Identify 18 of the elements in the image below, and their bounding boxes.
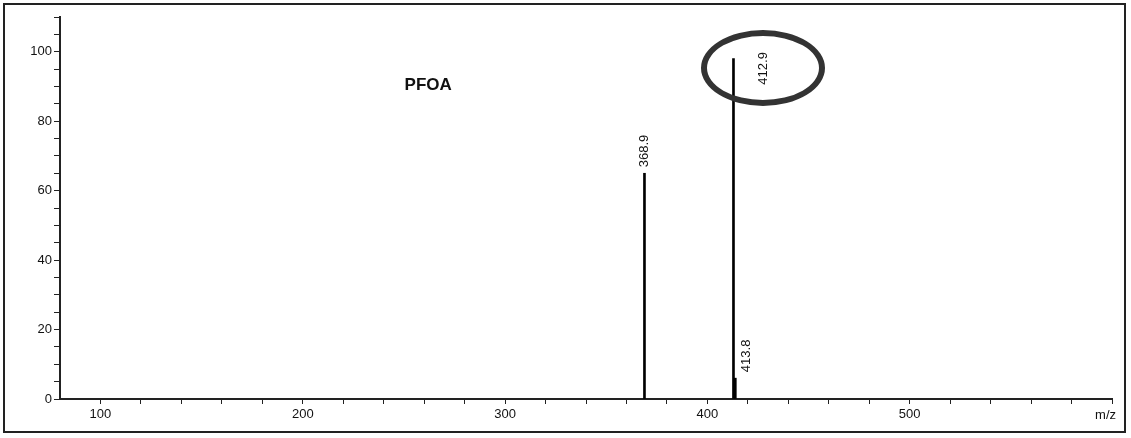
y-tick-label: 60	[37, 182, 52, 198]
bar	[643, 172, 646, 399]
x-tick-label: 400	[696, 406, 719, 422]
annotation: 368.9	[636, 134, 652, 168]
bar	[732, 58, 735, 399]
x-tick-label: 200	[291, 406, 314, 422]
y-tick-label: 100	[30, 43, 52, 59]
x-tick-label: 500	[898, 406, 921, 422]
y-tick-label: 80	[37, 112, 52, 128]
x-tick-label: 100	[89, 406, 112, 422]
text: PFOA	[404, 75, 452, 95]
x-tick-label: 300	[494, 406, 516, 422]
annotation: 413.8	[737, 339, 753, 373]
y-tick-label: 40	[37, 251, 52, 267]
y-tick-label: 20	[37, 321, 52, 337]
annotation: 412.9	[755, 52, 771, 85]
y-tick-label: 0	[44, 390, 52, 406]
x-axis-title: m/z	[1095, 407, 1116, 423]
